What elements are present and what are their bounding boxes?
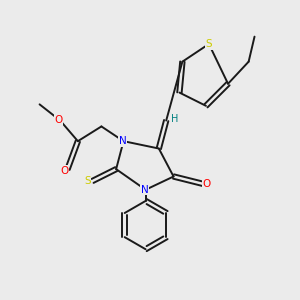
Text: N: N xyxy=(141,185,149,195)
Text: N: N xyxy=(119,136,127,146)
Text: S: S xyxy=(206,39,212,49)
Text: O: O xyxy=(202,179,211,189)
Text: H: H xyxy=(171,114,178,124)
Text: S: S xyxy=(84,176,91,186)
Text: O: O xyxy=(55,115,63,125)
Text: O: O xyxy=(60,166,68,176)
